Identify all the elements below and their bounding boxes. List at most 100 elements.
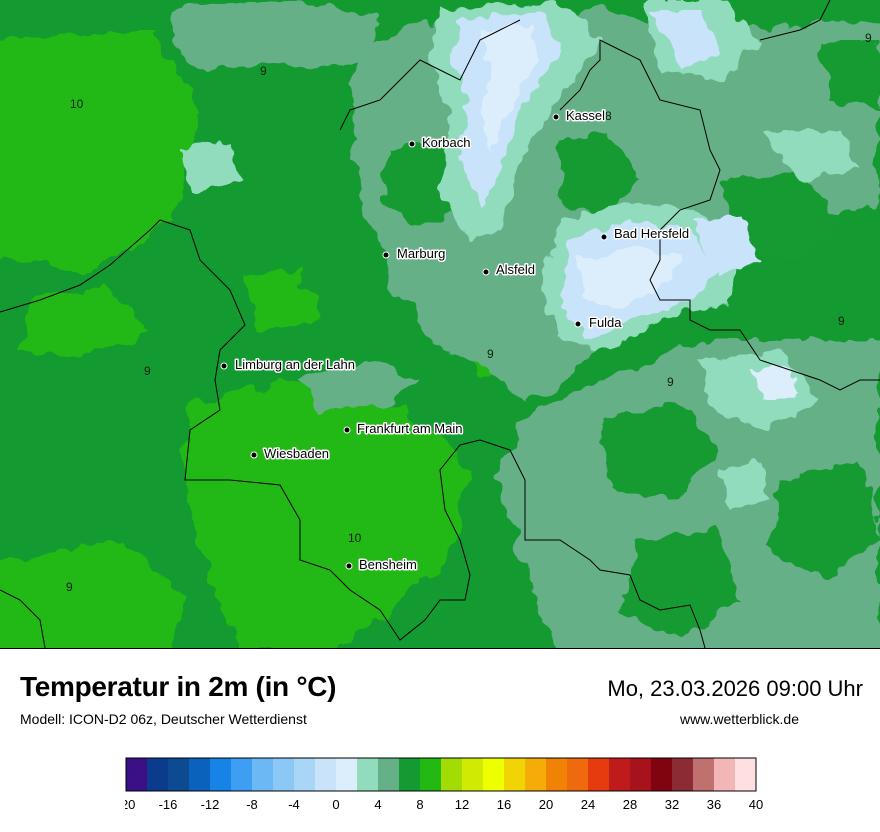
- city-bensheim[interactable]: Bensheim: [345, 556, 418, 574]
- city-label: Limburg an der Lahn: [235, 357, 355, 372]
- legend-frame: [125, 757, 757, 792]
- legend-swatch: [126, 758, 148, 791]
- legend-tick-label: 12: [455, 797, 469, 812]
- city-label: Fulda: [589, 315, 622, 330]
- isoline-label: 9: [66, 580, 73, 594]
- legend-tick-label: 36: [707, 797, 721, 812]
- legend-tick-label: -20: [125, 797, 135, 812]
- city-alsfeld[interactable]: Alsfeld: [482, 261, 537, 279]
- city-marker-icon: [482, 268, 490, 276]
- legend-swatch: [609, 758, 631, 791]
- legend-swatch: [273, 758, 295, 791]
- temperature-map[interactable]: 9 10 9 9 9 9 9 10 9 8 Kassel Korbach Bad…: [0, 0, 880, 649]
- legend-swatch: [378, 758, 400, 791]
- city-label: Bad Hersfeld: [614, 226, 689, 241]
- cities: Kassel Korbach Bad Hersfeld Marburg Alsf…: [220, 107, 691, 574]
- legend-swatch: [735, 758, 757, 791]
- city-marker-icon: [574, 320, 582, 328]
- legend-swatch: [147, 758, 169, 791]
- city-marker-icon: [552, 113, 560, 121]
- isoline-label: 8: [605, 109, 612, 123]
- southwest-border: [0, 589, 46, 648]
- legend-swatch: [693, 758, 715, 791]
- legend-scale: -20 -16 -12 -8 -4 0 4 8 12 16 20 24 28 32 36 40: [117, 757, 763, 812]
- color-legend: -20 -16 -12 -8 -4 0 4 8 12 16 20 24 28 32 36 40: [117, 757, 765, 832]
- legend-tick-label: -12: [201, 797, 220, 812]
- east-border: [559, 39, 880, 391]
- legend-tick-label: 20: [539, 797, 553, 812]
- city-marker-icon: [345, 562, 353, 570]
- legend-swatch: [462, 758, 484, 791]
- legend-swatch: [630, 758, 652, 791]
- legend-tick-label: -4: [288, 797, 300, 812]
- city-limburg[interactable]: Limburg an der Lahn: [220, 356, 356, 374]
- city-fulda[interactable]: Fulda: [574, 314, 624, 332]
- city-label: Wiesbaden: [264, 446, 329, 461]
- footer: Temperatur in 2m (in °C) Modell: ICON-D2…: [0, 649, 880, 830]
- legend-swatch: [189, 758, 211, 791]
- legend-tick-label: 8: [416, 797, 423, 812]
- legend-swatch: [315, 758, 337, 791]
- legend-swatch: [357, 758, 379, 791]
- legend-tick-label: -16: [159, 797, 178, 812]
- city-marker-icon: [408, 140, 416, 148]
- region-borders: [0, 0, 880, 648]
- city-korbach[interactable]: Korbach: [408, 134, 472, 152]
- legend-swatch: [588, 758, 610, 791]
- isoline-label: 9: [667, 375, 674, 389]
- legend-swatch: [504, 758, 526, 791]
- legend-swatch: [567, 758, 589, 791]
- isoline-label: 9: [865, 31, 872, 45]
- city-marburg[interactable]: Marburg: [382, 245, 447, 263]
- city-marker-icon: [250, 451, 258, 459]
- isoline-label: 9: [487, 347, 494, 361]
- cold-zones: [450, 10, 800, 400]
- legend-tick-label: 24: [581, 797, 595, 812]
- legend-swatch: [399, 758, 421, 791]
- legend-tick-label: 28: [623, 797, 637, 812]
- legend-swatch: [441, 758, 463, 791]
- city-label: Bensheim: [359, 557, 417, 572]
- legend-swatch: [714, 758, 736, 791]
- isoline-label: 10: [70, 97, 84, 111]
- city-label: Marburg: [397, 246, 445, 261]
- legend-tick-label: 16: [497, 797, 511, 812]
- map-canvas: 9 10 9 9 9 9 9 10 9 8 Kassel Korbach Bad…: [0, 0, 880, 648]
- legend-swatch: [525, 758, 547, 791]
- legend-tick-label: -8: [246, 797, 258, 812]
- forecast-datetime: Mo, 23.03.2026 09:00 Uhr: [607, 676, 863, 701]
- hesse-border: [0, 219, 706, 648]
- legend-swatch: [231, 758, 253, 791]
- legend-tick-label: 4: [374, 797, 381, 812]
- legend-swatch: [651, 758, 673, 791]
- legend-swatch: [294, 758, 316, 791]
- legend-tick-label: 32: [665, 797, 679, 812]
- isoline-label: 9: [260, 64, 267, 78]
- legend-tick-label: 0: [332, 797, 339, 812]
- website-link[interactable]: www.wetterblick.de: [679, 711, 799, 727]
- legend-swatch: [252, 758, 274, 791]
- north-border: [339, 19, 521, 131]
- isoline-labels: 9 10 9 9 9 9 9 10 9 8: [66, 31, 872, 594]
- isoline-label: 10: [348, 531, 362, 545]
- legend-swatch: [483, 758, 505, 791]
- legend-swatch: [168, 758, 190, 791]
- ne-border: [759, 0, 831, 41]
- green-pockets: [380, 40, 880, 640]
- legend-swatch: [210, 758, 232, 791]
- city-marker-icon: [220, 362, 228, 370]
- city-bad-hersfeld[interactable]: Bad Hersfeld: [600, 225, 691, 243]
- legend-swatch: [420, 758, 442, 791]
- legend-swatch: [546, 758, 568, 791]
- city-kassel[interactable]: Kassel: [552, 107, 607, 125]
- city-wiesbaden[interactable]: Wiesbaden: [250, 445, 331, 463]
- city-marker-icon: [382, 251, 390, 259]
- city-label: Alsfeld: [496, 262, 535, 277]
- model-source: Modell: ICON-D2 06z, Deutscher Wetterdie…: [20, 711, 307, 727]
- city-frankfurt[interactable]: Frankfurt am Main: [343, 420, 464, 438]
- isoline-label: 9: [838, 314, 845, 328]
- legend-tick-label: 40: [749, 797, 763, 812]
- city-label: Korbach: [422, 135, 470, 150]
- legend-swatch: [336, 758, 358, 791]
- legend-swatch: [672, 758, 694, 791]
